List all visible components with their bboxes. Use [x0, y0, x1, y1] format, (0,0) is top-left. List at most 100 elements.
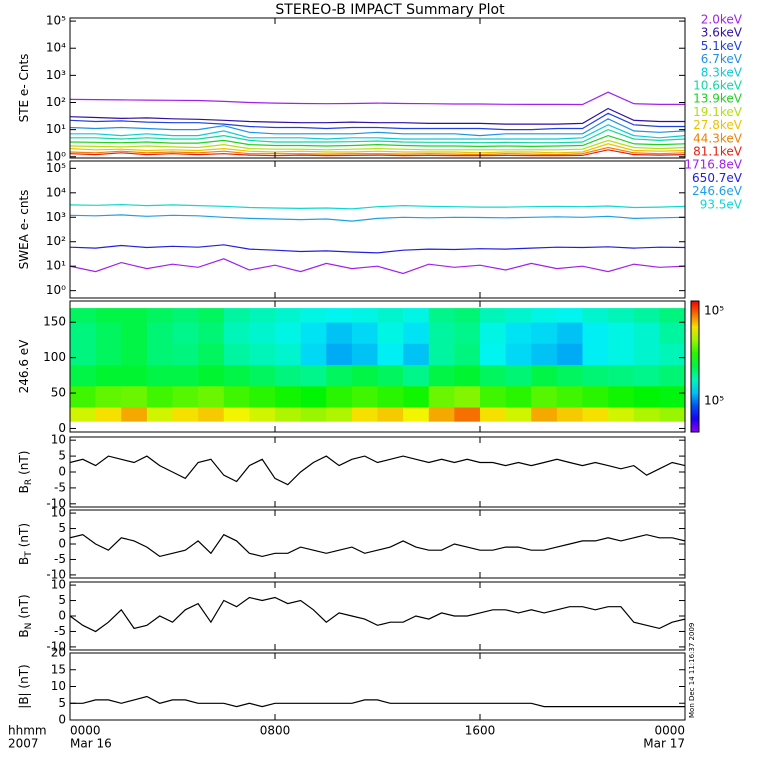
y-tick-label: 10³ — [46, 210, 66, 224]
y-tick-label: 50 — [51, 386, 66, 400]
series-line — [70, 244, 685, 254]
legend-entry: 81.1keV — [693, 145, 743, 159]
heat-cell — [275, 385, 301, 408]
y-tick-label: 0 — [58, 465, 66, 479]
legend-entry: 19.1keV — [693, 105, 743, 119]
series-line — [70, 128, 685, 144]
heat-cell — [275, 364, 301, 387]
legend-entry: 246.6eV — [692, 184, 743, 198]
legend-entry: 1716.8eV — [684, 158, 742, 172]
heat-cell — [275, 322, 301, 344]
heat-cell — [608, 385, 635, 408]
y-tick-label: 0 — [58, 713, 66, 727]
heat-cell — [223, 308, 250, 323]
x-tick-label: 1600 — [465, 724, 496, 738]
heat-cell — [403, 322, 430, 344]
y-axis-label: STE e- Cnts — [17, 54, 31, 123]
y-label-main: STE e- Cnts — [17, 54, 31, 123]
y-tick-label: 0 — [58, 421, 66, 435]
heat-cell — [505, 385, 532, 408]
panel-frame — [69, 300, 686, 433]
heat-cell — [659, 364, 685, 387]
heat-cell — [198, 364, 225, 387]
y-label-sub: T — [24, 551, 34, 558]
heat-cell — [556, 407, 583, 422]
y-label-main: SWEA e- cnts — [17, 190, 31, 270]
heat-cell — [608, 407, 635, 422]
legend-entry: 44.3keV — [693, 131, 743, 145]
heat-cell — [659, 407, 685, 422]
x-tick-label: 0000 — [70, 724, 101, 738]
colorbar-label: 10⁵ — [704, 304, 724, 318]
y-axis-label: |B| (nT) — [17, 664, 31, 708]
y-tick-label: 20 — [51, 646, 66, 660]
heat-cell — [556, 308, 583, 323]
legend-entry: 5.1keV — [701, 39, 743, 53]
heat-cell — [531, 343, 558, 366]
heat-cell — [351, 343, 378, 366]
colorbar-label: 10⁵ — [704, 394, 724, 408]
series-line — [70, 695, 685, 708]
y-axis-label: SWEA e- cnts — [17, 190, 31, 270]
heat-cell — [582, 364, 609, 387]
heat-cell — [351, 322, 378, 344]
series-line — [70, 134, 685, 148]
y-tick-label: -5 — [54, 552, 66, 566]
heat-cell — [531, 407, 558, 422]
plot-title: STEREO-B IMPACT Summary Plot — [275, 2, 505, 18]
heat-cell — [351, 385, 378, 408]
y-tick-label: 5 — [58, 521, 66, 535]
panel-frame — [69, 436, 686, 508]
series-line — [70, 146, 685, 156]
heat-cell — [633, 385, 660, 408]
heat-cell — [70, 343, 96, 366]
y-label-main: 246.6 eV — [17, 339, 31, 394]
series-line — [70, 455, 685, 486]
heat-cell — [172, 385, 199, 408]
heat-cell — [633, 322, 660, 344]
y-tick-label: 10¹ — [46, 259, 66, 273]
heat-cell — [95, 407, 122, 422]
heat-cell — [608, 322, 635, 344]
x-tick-label: 0800 — [260, 724, 291, 738]
heat-cell — [454, 308, 481, 323]
y-tick-label: -10 — [46, 639, 66, 653]
y-label-sub: N — [24, 623, 34, 630]
y-tick-label: 10⁰ — [46, 283, 66, 297]
y-label-unit: (nT) — [17, 594, 31, 618]
heat-cell — [121, 364, 148, 387]
heat-cell — [403, 407, 430, 422]
heat-cell — [146, 308, 173, 323]
heat-cell — [403, 385, 430, 408]
heat-cell — [223, 343, 250, 366]
panel-frame — [69, 581, 686, 651]
heat-cell — [659, 322, 685, 344]
colorbar — [690, 300, 700, 433]
heat-cell — [428, 407, 455, 422]
heat-cell — [223, 364, 250, 387]
heat-cell — [198, 385, 225, 408]
heat-cell — [223, 407, 250, 422]
heat-cell — [95, 385, 122, 408]
y-tick-label: 10⁰ — [46, 149, 66, 163]
panel-frame — [69, 17, 686, 159]
y-tick-label: 10 — [51, 679, 66, 693]
heat-cell — [146, 322, 173, 344]
heat-cell — [403, 343, 430, 366]
legend-entry: 13.9keV — [693, 92, 743, 106]
heat-cell — [608, 364, 635, 387]
heat-cell — [556, 322, 583, 344]
y-tick-label: -5 — [54, 480, 66, 494]
heat-cell — [326, 407, 353, 422]
heat-cell — [659, 308, 685, 323]
heat-cell — [223, 385, 250, 408]
y-tick-label: 10¹ — [46, 122, 66, 136]
heat-cell — [300, 322, 327, 344]
series-line — [70, 91, 685, 106]
heat-cell — [300, 308, 327, 323]
heat-cell — [95, 364, 122, 387]
heat-cell — [531, 308, 558, 323]
timestamp: Mon Dec 14 11:16:37 2009 — [688, 623, 696, 718]
heat-cell — [454, 343, 481, 366]
heat-cell — [70, 322, 96, 344]
